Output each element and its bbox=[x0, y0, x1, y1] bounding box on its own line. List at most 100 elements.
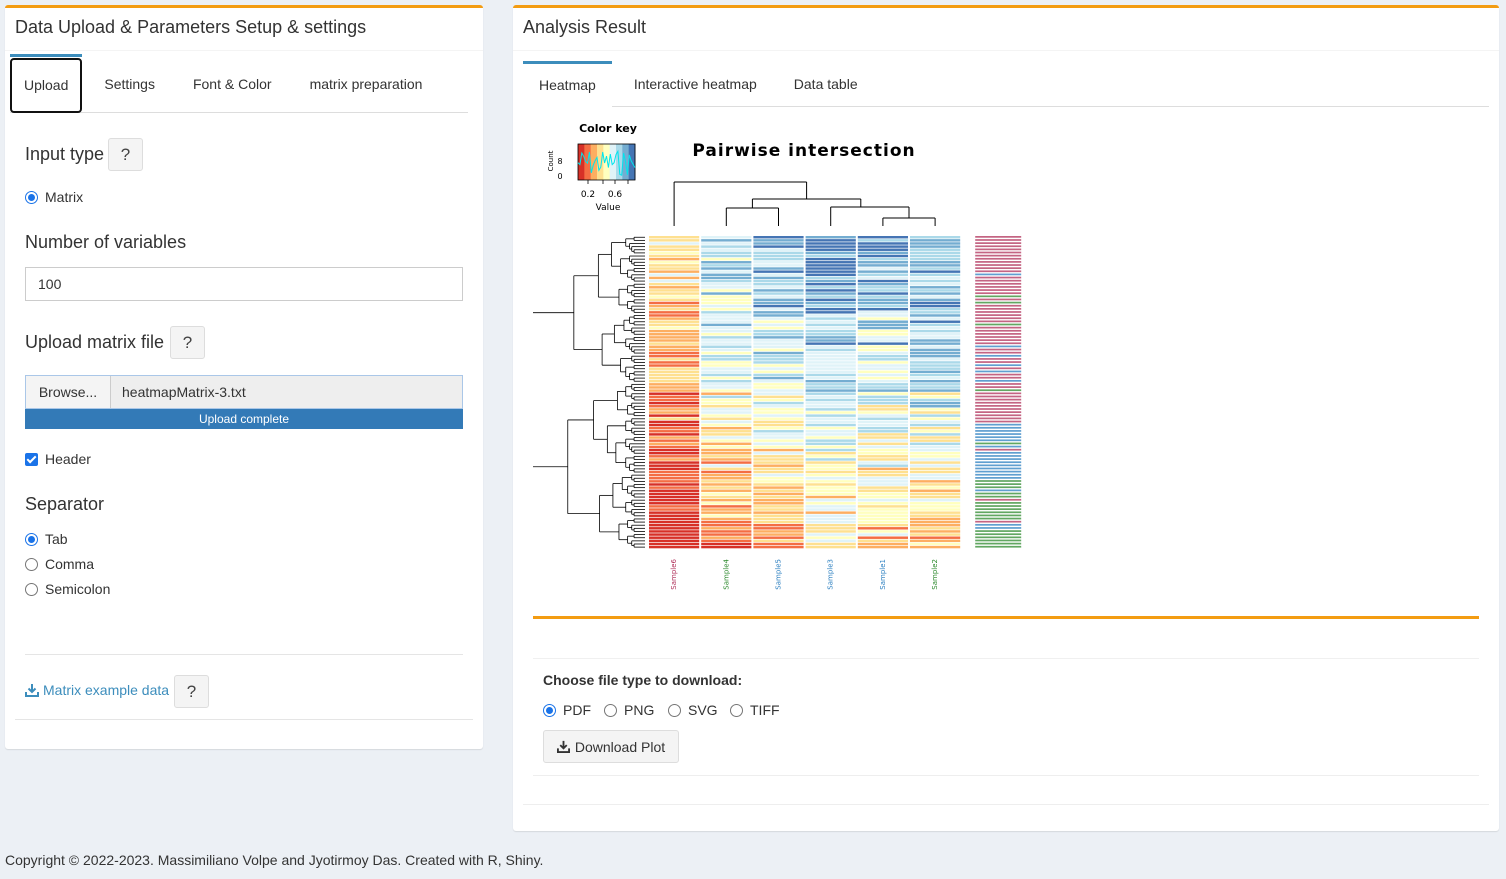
tab-heatmap[interactable]: Heatmap bbox=[523, 61, 612, 107]
heatmap-cell bbox=[805, 370, 856, 374]
tab-font-color[interactable]: Font & Color bbox=[192, 76, 272, 92]
heatmap-cell bbox=[753, 329, 804, 333]
browse-button[interactable]: Browse... bbox=[26, 376, 111, 408]
heatmap-cell bbox=[753, 292, 804, 295]
link-label[interactable]: Matrix example data bbox=[43, 682, 170, 698]
heatmap-cell bbox=[805, 455, 856, 458]
color-key-title: Color key bbox=[579, 122, 637, 135]
tab-data-table[interactable]: Data table bbox=[793, 76, 858, 92]
heatmap-cell bbox=[910, 536, 961, 539]
heatmap-cell bbox=[649, 514, 700, 518]
radio-selected-icon[interactable] bbox=[25, 190, 38, 204]
separator-tab-radio[interactable]: Tab bbox=[25, 531, 68, 547]
heatmap-cell bbox=[805, 502, 856, 505]
heatmap-cell bbox=[910, 301, 961, 305]
heatmap-cell bbox=[805, 451, 856, 455]
heatmap-cell bbox=[701, 480, 752, 483]
heatmap-cell bbox=[649, 414, 700, 417]
heatmap-cell bbox=[910, 436, 961, 439]
row-label bbox=[975, 373, 1022, 376]
heatmap-cell bbox=[753, 354, 804, 358]
heatmap-cell bbox=[857, 505, 908, 508]
heatmap-cell bbox=[753, 245, 804, 248]
row-label bbox=[975, 279, 1022, 282]
filetype-pdf-radio[interactable]: PDF bbox=[543, 702, 591, 718]
heatmap-cell bbox=[701, 401, 752, 405]
heatmap-cell bbox=[910, 326, 961, 330]
radio-icon[interactable] bbox=[668, 703, 681, 717]
heatmap-cell bbox=[857, 486, 908, 489]
heatmap-cell bbox=[805, 364, 856, 367]
heatmap-cell bbox=[910, 273, 961, 277]
radio-icon[interactable] bbox=[25, 557, 38, 571]
download-plot-button[interactable]: Download Plot bbox=[543, 730, 679, 763]
heatmap-cell bbox=[753, 414, 804, 417]
heatmap-cell bbox=[753, 498, 804, 502]
heatmap-cell bbox=[857, 333, 908, 336]
heatmap-cell bbox=[910, 480, 961, 483]
checkbox-checked-icon[interactable] bbox=[25, 452, 38, 466]
heatmap-cell bbox=[910, 395, 961, 399]
tab-matrix-preparation[interactable]: matrix preparation bbox=[309, 76, 423, 92]
filetype-tiff-radio[interactable]: TIFF bbox=[730, 702, 780, 718]
separator-semicolon-radio[interactable]: Semicolon bbox=[25, 581, 110, 597]
filetype-svg-radio[interactable]: SVG bbox=[668, 702, 718, 718]
row-label bbox=[975, 470, 1022, 473]
row-label bbox=[975, 539, 1022, 542]
row-label bbox=[975, 298, 1022, 301]
input-type-help-button[interactable]: ? bbox=[108, 138, 143, 171]
heatmap-cell bbox=[805, 436, 856, 439]
tab-settings[interactable]: Settings bbox=[104, 76, 155, 92]
radio-icon[interactable] bbox=[604, 703, 617, 717]
upload-help-button[interactable]: ? bbox=[170, 326, 205, 359]
heatmap-cell bbox=[701, 348, 752, 352]
radio-label: Comma bbox=[45, 556, 95, 572]
heatmap-cell bbox=[753, 264, 804, 267]
heatmap-cell bbox=[701, 477, 752, 480]
radio-icon[interactable] bbox=[25, 582, 38, 596]
heatmap-cell bbox=[649, 411, 700, 414]
heatmap-cell bbox=[701, 367, 752, 370]
heatmap-cell bbox=[805, 545, 856, 549]
heatmap-cell bbox=[649, 342, 700, 345]
input-type-matrix-radio[interactable]: Matrix bbox=[25, 189, 83, 205]
row-label bbox=[975, 498, 1022, 501]
heatmap-cell bbox=[753, 480, 804, 483]
heatmap-cell bbox=[701, 304, 752, 308]
column-label: Sample1 bbox=[879, 559, 887, 590]
row-label bbox=[975, 311, 1022, 313]
tab-interactive-heatmap[interactable]: Interactive heatmap bbox=[633, 76, 757, 92]
num-vars-input[interactable]: 100 bbox=[25, 267, 463, 301]
row-label bbox=[975, 408, 1022, 410]
heatmap-cell bbox=[805, 392, 856, 395]
header-checkbox[interactable]: Header bbox=[25, 451, 91, 467]
heatmap-cell bbox=[649, 520, 700, 524]
filetype-png-radio[interactable]: PNG bbox=[604, 702, 654, 718]
radio-icon[interactable] bbox=[730, 703, 743, 717]
heatmap-cell bbox=[753, 320, 804, 323]
heatmap-cell bbox=[701, 361, 752, 364]
heatmap-cell bbox=[701, 470, 752, 474]
heatmap-cell bbox=[857, 248, 908, 251]
matrix-example-link[interactable]: Matrix example data bbox=[25, 682, 169, 698]
heatmap-cell bbox=[857, 364, 908, 367]
separator-comma-radio[interactable]: Comma bbox=[25, 556, 94, 572]
row-label bbox=[975, 257, 1022, 260]
column-label: Sample4 bbox=[722, 558, 730, 589]
tab-upload[interactable]: Upload bbox=[10, 54, 83, 113]
heatmap-cell bbox=[910, 317, 961, 320]
heatmap-cell bbox=[805, 536, 856, 539]
file-input[interactable]: Browse... heatmapMatrix-3.txt bbox=[25, 375, 463, 409]
heatmap-cell bbox=[753, 401, 804, 405]
heatmap-cell bbox=[701, 376, 752, 380]
heatmap-cell bbox=[857, 480, 908, 483]
heatmap-cell bbox=[910, 545, 961, 549]
heatmap-cell bbox=[910, 458, 961, 461]
heatmap-cell bbox=[805, 461, 856, 464]
color-key-swatch bbox=[631, 144, 636, 180]
radio-selected-icon[interactable] bbox=[25, 532, 38, 546]
heatmap-cell bbox=[805, 542, 856, 546]
heatmap-cell bbox=[753, 467, 804, 471]
radio-selected-icon[interactable] bbox=[543, 703, 556, 717]
example-help-button[interactable]: ? bbox=[174, 675, 209, 708]
